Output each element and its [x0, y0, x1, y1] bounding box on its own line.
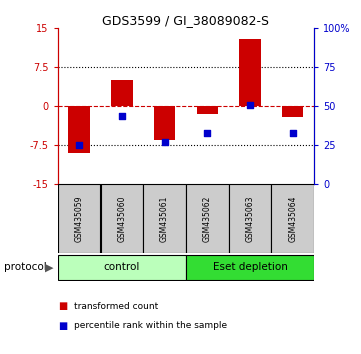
- Bar: [186, 255, 314, 280]
- Point: [204, 130, 210, 136]
- Text: ■: ■: [58, 321, 67, 331]
- Text: GSM435059: GSM435059: [75, 195, 84, 242]
- Bar: [154, 106, 175, 140]
- Bar: [143, 184, 186, 253]
- Text: GSM435061: GSM435061: [160, 195, 169, 242]
- Text: GSM435060: GSM435060: [117, 195, 126, 242]
- Bar: [111, 80, 132, 106]
- Text: GSM435062: GSM435062: [203, 195, 212, 242]
- Text: percentile rank within the sample: percentile rank within the sample: [74, 321, 227, 330]
- Bar: [197, 106, 218, 114]
- Text: GSM435064: GSM435064: [288, 195, 297, 242]
- Text: ■: ■: [58, 301, 67, 311]
- Bar: [186, 184, 229, 253]
- Text: GSM435063: GSM435063: [245, 195, 255, 242]
- Point: [247, 102, 253, 108]
- Bar: [69, 106, 90, 153]
- Bar: [239, 39, 261, 106]
- Title: GDS3599 / GI_38089082-S: GDS3599 / GI_38089082-S: [103, 14, 269, 27]
- Text: control: control: [104, 262, 140, 272]
- Bar: [271, 184, 314, 253]
- Point: [76, 142, 82, 148]
- Text: transformed count: transformed count: [74, 302, 158, 311]
- Bar: [58, 255, 186, 280]
- Bar: [229, 184, 271, 253]
- Text: ▶: ▶: [45, 262, 54, 272]
- Bar: [100, 184, 143, 253]
- Point: [162, 139, 168, 145]
- Bar: [58, 184, 100, 253]
- Bar: [282, 106, 303, 116]
- Point: [119, 113, 125, 118]
- Text: protocol: protocol: [4, 262, 46, 272]
- Text: Eset depletion: Eset depletion: [213, 262, 287, 272]
- Point: [290, 130, 296, 136]
